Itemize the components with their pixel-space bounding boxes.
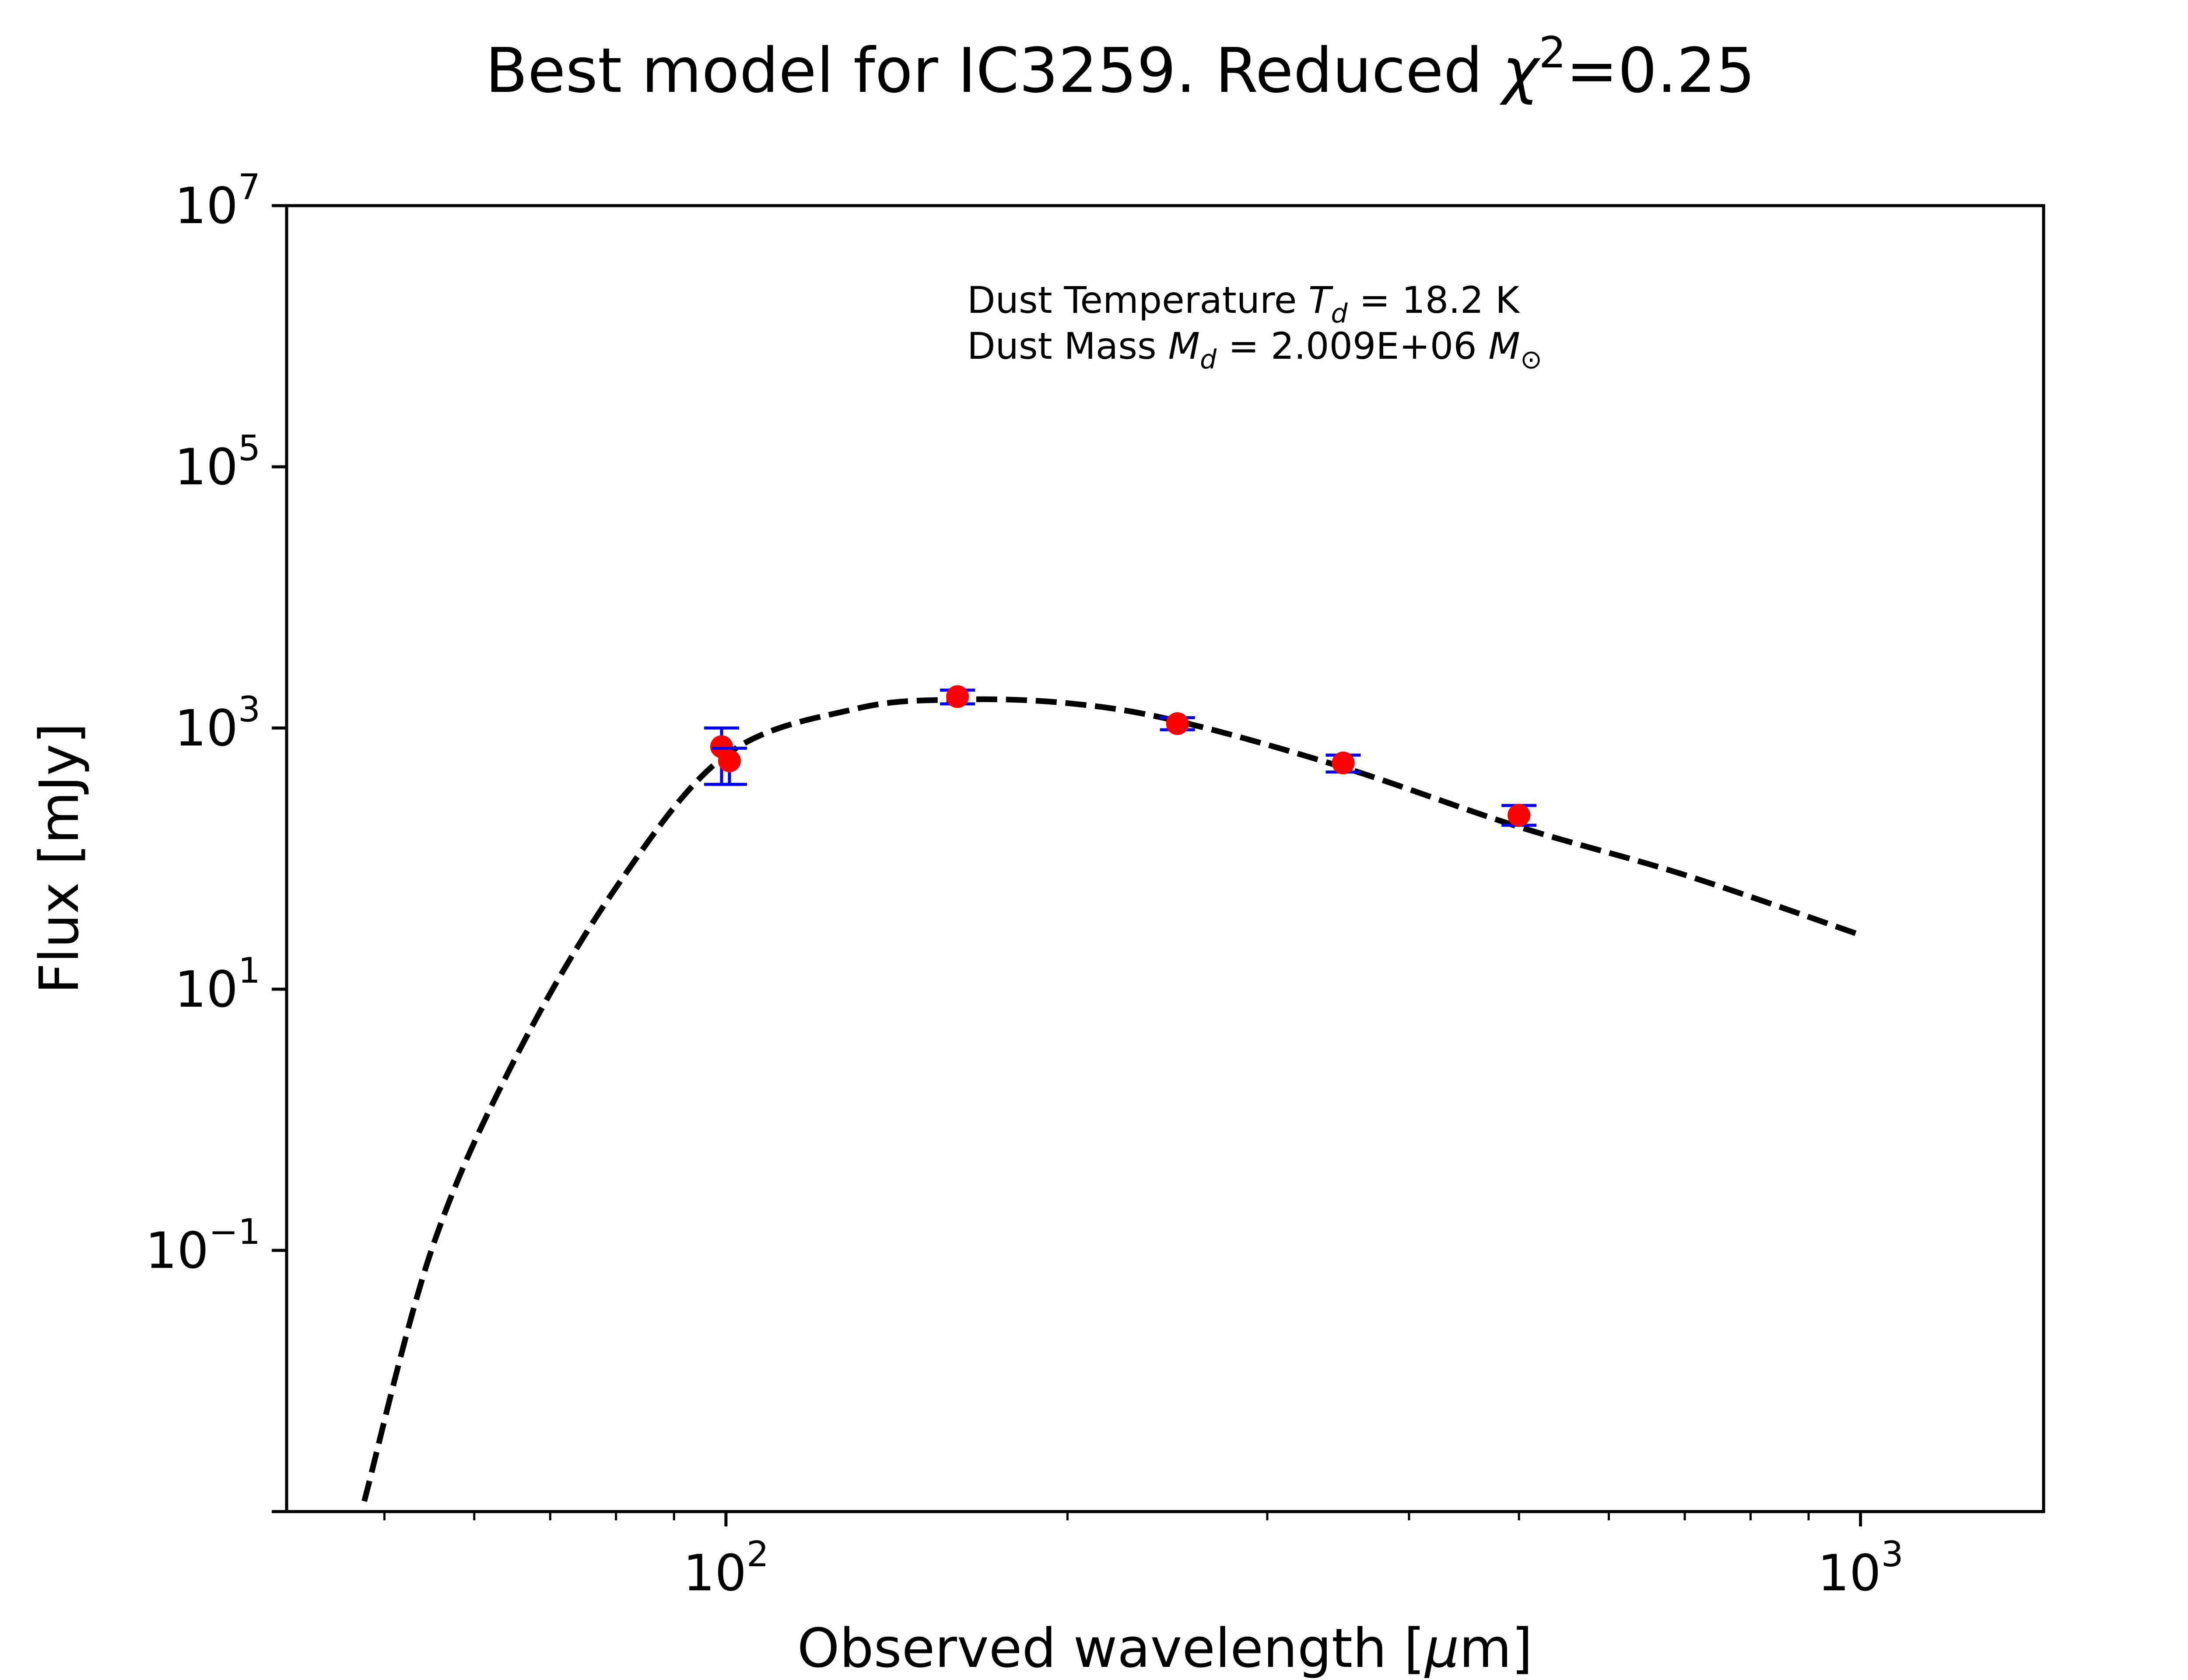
observed-points-layer (704, 685, 1537, 827)
y-tick-label: 10−1 (145, 1211, 260, 1280)
observed-point (940, 685, 975, 708)
observed-point (1501, 804, 1537, 827)
data-marker (1508, 804, 1531, 827)
chart-title: Best model for IC3259. Reduced χ2=0.25 (485, 28, 1755, 107)
y-tick-label: 107 (175, 167, 260, 235)
observed-point (1325, 751, 1361, 774)
data-marker (1166, 712, 1189, 735)
model-curve-layer (361, 696, 1862, 1502)
dust-mass-annotation: Dust Mass Md = 2.009E+06 M⊙ (967, 325, 1542, 375)
y-tick-label: 101 (175, 950, 260, 1018)
y-tick-label: 103 (175, 689, 260, 757)
axis-ticks: 102 103 10−1 101 103 105 107 (145, 167, 1904, 1602)
data-marker (946, 685, 969, 708)
dust-temperature-annotation: Dust Temperature Td = 18.2 K (967, 279, 1520, 329)
y-axis-label: Flux [mJy] (28, 723, 91, 994)
data-marker (718, 749, 741, 773)
observed-point (712, 746, 747, 786)
data-marker (1332, 751, 1355, 774)
x-axis-label: Observed wavelength [μm] (797, 1617, 1533, 1680)
y-tick-label: 105 (175, 428, 260, 496)
x-tick-label: 103 (1818, 1534, 1904, 1602)
model-curve (361, 696, 1862, 1502)
observed-point (1160, 712, 1195, 735)
x-tick-label: 102 (683, 1534, 769, 1602)
plot-frame (285, 204, 2045, 1513)
